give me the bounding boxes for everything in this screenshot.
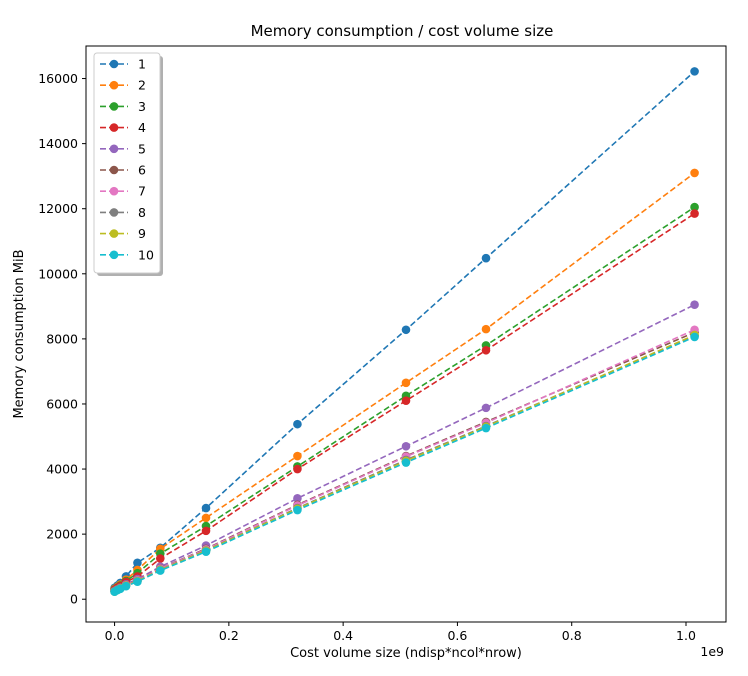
data-point [690,332,699,342]
legend-label: 3 [138,99,146,114]
data-point [481,324,491,334]
data-point [133,558,142,568]
data-point [201,513,211,523]
series-4 [110,209,699,595]
legend-label: 2 [138,78,146,93]
y-tick-label: 16000 [38,71,78,86]
legend-item: 4 [100,120,146,135]
data-point [293,419,302,429]
legend-marker [109,59,119,69]
chart-title: Memory consumption / cost volume size [251,22,554,40]
x-tick-label: 0.6 [447,628,467,643]
legend-marker [109,144,119,154]
y-axis: 0 2000 4000 6000 8000 10000 12000 14000 16000 [38,71,86,607]
y-tick-label: 6000 [46,396,78,411]
data-point [401,441,411,451]
data-point [401,396,411,406]
x-tick-label: 0.2 [219,628,239,643]
legend-label: 10 [138,247,154,262]
data-point [155,566,165,575]
x-tick-label: 0.8 [562,628,582,643]
legend-item: 7 [100,184,146,199]
y-tick-label: 12000 [38,201,78,216]
legend-label: 6 [138,163,146,178]
legend-item: 9 [100,226,146,241]
y-tick-label: 0 [70,592,78,607]
data-point [481,423,491,433]
plot-series [110,67,699,597]
x-tick-label: 0.4 [333,628,353,643]
x-axis-label: Cost volume size (ndisp*ncol*nrow) [290,646,522,661]
plot-frame [85,45,727,623]
data-point [690,168,699,178]
legend: 1 2 3 4 5 6 7 8 9 10 [93,52,163,276]
legend-marker [109,250,119,260]
legend-item: 3 [100,99,146,114]
legend-marker [109,102,119,111]
x-tick-label: 0.0 [105,628,125,643]
data-point [155,554,165,563]
legend-marker [109,165,119,175]
legend-item: 2 [100,78,146,93]
legend-marker [109,186,119,196]
series-5 [110,300,699,596]
data-point [690,209,699,218]
y-tick-label: 10000 [38,266,78,281]
data-point [201,503,211,513]
data-point [401,378,411,388]
data-point [201,526,211,536]
data-point [293,464,302,474]
data-point [293,505,302,515]
series-1 [110,67,699,593]
data-point [133,577,142,586]
data-point [690,202,699,212]
legend-box [93,52,161,274]
y-axis-label: Memory consumption MiB [12,249,27,418]
data-point [481,345,491,355]
y-tick-label: 14000 [38,136,78,151]
legend-item: 8 [100,205,146,220]
series-2 [110,168,699,594]
data-point [401,325,411,335]
legend-marker [109,229,119,238]
y-tick-label: 4000 [46,462,78,477]
legend-marker [109,80,119,90]
series-10 [110,332,699,597]
data-point [201,547,211,557]
x-axis-offset-label: 1e9 [700,644,724,659]
data-point [121,581,131,591]
legend-label: 7 [138,184,146,199]
series-line [114,70,696,589]
y-tick-label: 2000 [46,527,78,542]
data-point [401,458,411,467]
legend-item: 6 [100,163,146,178]
legend-marker [109,208,119,217]
legend-item: 1 [100,57,146,72]
legend-label: 1 [138,57,146,72]
legend-label: 4 [138,120,146,135]
data-point [690,67,699,76]
y-tick-label: 8000 [46,331,78,346]
data-point [293,494,302,503]
data-point [690,300,699,310]
x-tick-label: 1.0 [676,628,696,643]
legend-label: 9 [138,226,146,241]
legend-item: 5 [100,141,146,156]
x-axis: 0.0 0.2 0.4 0.6 0.8 1.0 [105,622,696,643]
legend-marker [109,123,119,132]
data-point [481,403,491,413]
data-point [481,253,491,263]
legend-label: 5 [138,141,146,156]
data-point [293,451,302,461]
legend-item: 10 [100,247,154,262]
legend-label: 8 [138,205,146,220]
